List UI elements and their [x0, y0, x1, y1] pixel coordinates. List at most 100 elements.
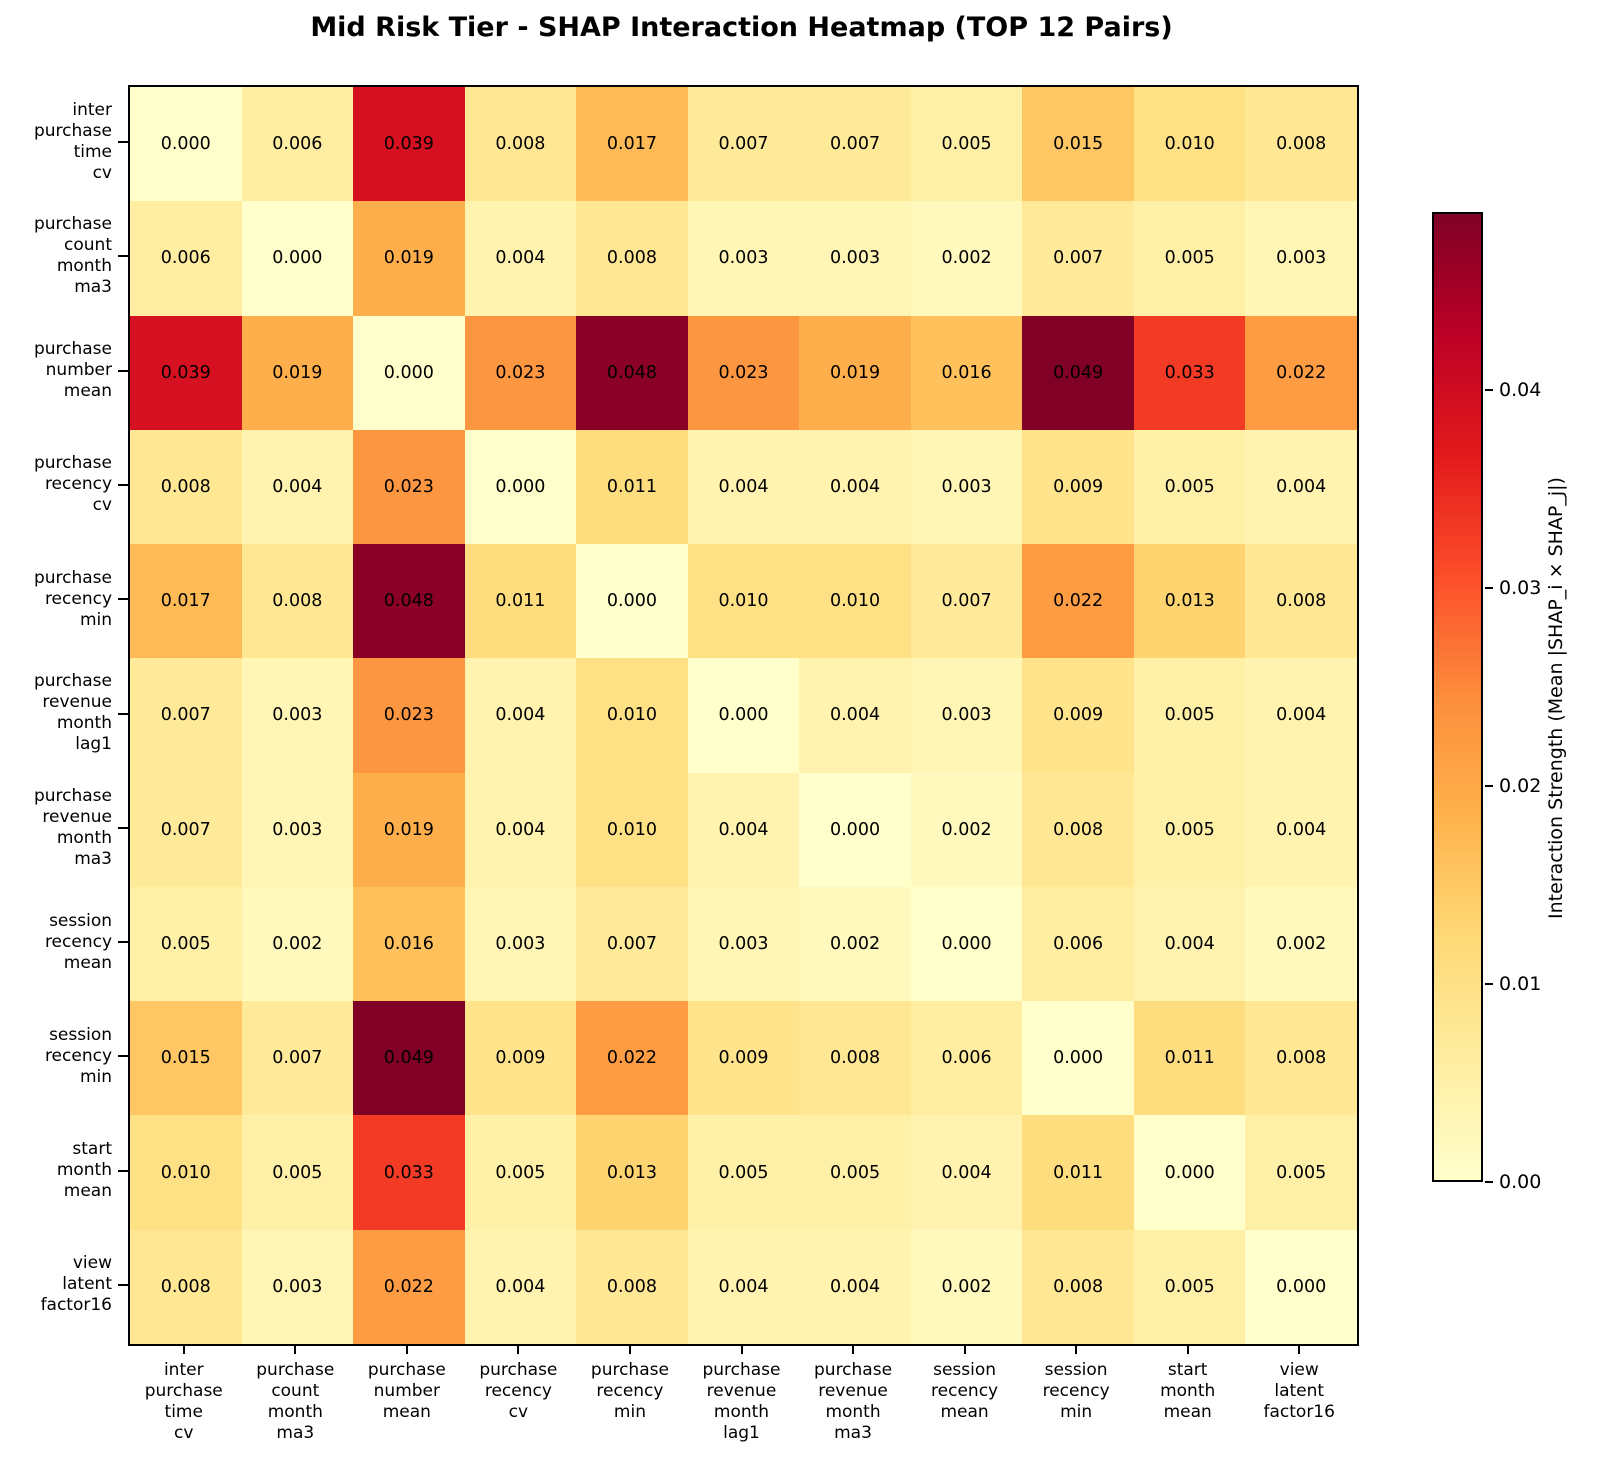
heatmap-cell: 0.048: [576, 315, 688, 430]
heatmap-cell: 0.015: [130, 1001, 242, 1116]
colorbar-tick-mark: [1485, 587, 1493, 590]
heatmap-cell: 0.008: [576, 1229, 688, 1344]
heatmap-cell: 0.004: [464, 658, 577, 773]
y-tick-label: session recency min: [44, 1024, 112, 1087]
heatmap-cell: 0.000: [241, 201, 354, 316]
heatmap-cell: 0.003: [910, 658, 1023, 773]
heatmap-cell: 0.009: [1022, 429, 1134, 545]
y-tick-label: purchase revenue month lag1: [33, 671, 112, 755]
y-tick-mark: [118, 712, 128, 715]
heatmap-cell: 0.004: [910, 1115, 1023, 1230]
heatmap-cell: 0.013: [1133, 544, 1246, 659]
heatmap-cell: 0.010: [576, 772, 688, 887]
y-tick-label: purchase number mean: [33, 339, 112, 402]
x-tick-mark: [294, 1344, 297, 1354]
heatmap-cell: 0.002: [910, 1229, 1023, 1344]
x-tick-label: start month mean: [1160, 1360, 1216, 1422]
heatmap-cell: 0.006: [241, 87, 354, 202]
heatmap-cell: 0.016: [353, 886, 465, 1002]
heatmap-cell: 0.004: [241, 429, 354, 545]
heatmap-cell: 0.003: [241, 1229, 354, 1344]
heatmap-cell: 0.003: [799, 201, 911, 316]
heatmap-cell: 0.000: [464, 429, 577, 545]
y-tick-label: inter purchase time cv: [33, 100, 112, 184]
heatmap-cell: 0.019: [353, 201, 465, 316]
heatmap-cell: 0.008: [130, 1229, 242, 1344]
heatmap-cell: 0.004: [1245, 772, 1357, 887]
heatmap-cell: 0.017: [576, 87, 688, 202]
y-tick-label: purchase count month ma3: [33, 214, 112, 298]
heatmap-cell: 0.008: [576, 201, 688, 316]
heatmap-cell: 0.004: [1133, 886, 1246, 1002]
y-tick-mark: [118, 369, 128, 372]
x-tick-label: purchase count month ma3: [256, 1360, 335, 1443]
heatmap-cell: 0.004: [464, 772, 577, 887]
heatmap-cell: 0.005: [1133, 1229, 1246, 1344]
heatmap-cell: 0.049: [353, 1001, 465, 1116]
heatmap-cell: 0.010: [130, 1115, 242, 1230]
y-tick-label: purchase recency min: [33, 567, 112, 630]
heatmap-cell: 0.022: [1245, 315, 1357, 430]
x-tick-label: purchase number mean: [367, 1360, 446, 1422]
heatmap-cell: 0.007: [799, 87, 911, 202]
chart-title: Mid Risk Tier - SHAP Interaction Heatmap…: [310, 12, 1173, 43]
heatmap-cell: 0.000: [353, 315, 465, 430]
heatmap-cell: 0.005: [687, 1115, 800, 1230]
heatmap-cell: 0.005: [1133, 658, 1246, 773]
x-tick-mark: [852, 1344, 855, 1354]
x-tick-label: purchase revenue month lag1: [702, 1360, 781, 1443]
x-tick-label: session recency mean: [931, 1360, 999, 1422]
heatmap-cell: 0.022: [576, 1001, 688, 1116]
heatmap-cell: 0.002: [910, 772, 1023, 887]
heatmap-cell: 0.007: [130, 658, 242, 773]
y-tick-label: purchase revenue month ma3: [33, 785, 112, 869]
x-tick-label: purchase recency cv: [479, 1360, 558, 1422]
heatmap-cell: 0.017: [130, 544, 242, 659]
colorbar-tick-mark: [1485, 1181, 1493, 1183]
heatmap-cell: 0.011: [1022, 1115, 1134, 1230]
heatmap-cell: 0.010: [687, 544, 800, 659]
colorbar-axis-label: Interaction Strength (Mean |SHAP_i × SHA…: [1545, 477, 1567, 919]
colorbar-tick-mark: [1485, 983, 1493, 986]
colorbar-tick-label: 0.04: [1499, 379, 1542, 402]
x-tick-mark: [405, 1344, 408, 1354]
heatmap-cell: 0.000: [576, 544, 688, 659]
colorbar-tick-mark: [1485, 785, 1493, 788]
heatmap-cell: 0.000: [1133, 1115, 1246, 1230]
heatmap-cell: 0.033: [353, 1115, 465, 1230]
y-tick-mark: [118, 255, 128, 258]
heatmap-cell: 0.019: [353, 772, 465, 887]
heatmap-cell: 0.003: [910, 429, 1023, 545]
heatmap-cell: 0.002: [1245, 886, 1357, 1002]
heatmap-cell: 0.019: [799, 315, 911, 430]
x-tick-label: purchase revenue month ma3: [814, 1360, 893, 1443]
heatmap-cell: 0.039: [130, 315, 242, 430]
y-tick-label: session recency mean: [44, 910, 112, 973]
heatmap-cell: 0.006: [910, 1001, 1023, 1116]
heatmap-cell: 0.005: [1245, 1115, 1357, 1230]
x-tick-label: session recency min: [1042, 1360, 1110, 1422]
heatmap-cell: 0.010: [1133, 87, 1246, 202]
heatmap-cell: 0.000: [130, 87, 242, 202]
heatmap-cell: 0.004: [464, 201, 577, 316]
heatmap-cell: 0.007: [910, 544, 1023, 659]
heatmap-cell: 0.003: [1245, 201, 1357, 316]
heatmap-cell: 0.000: [799, 772, 911, 887]
x-tick-mark: [1186, 1344, 1189, 1354]
heatmap-cell: 0.003: [464, 886, 577, 1002]
heatmap-cell: 0.010: [576, 658, 688, 773]
heatmap-cell: 0.004: [799, 658, 911, 773]
x-tick-mark: [628, 1344, 631, 1354]
colorbar-tick-label: 0.03: [1499, 577, 1542, 600]
heatmap-cell: 0.008: [799, 1001, 911, 1116]
heatmap-cell: 0.003: [687, 886, 800, 1002]
heatmap-cell: 0.004: [1245, 658, 1357, 773]
heatmap-cell: 0.016: [910, 315, 1023, 430]
heatmap-cell: 0.022: [353, 1229, 465, 1344]
heatmap-cell: 0.007: [1022, 201, 1134, 316]
y-tick-mark: [118, 1055, 128, 1058]
colorbar-tick-label: 0.00: [1499, 1171, 1542, 1193]
x-tick-mark: [1075, 1344, 1078, 1354]
heatmap-cell: 0.013: [576, 1115, 688, 1230]
